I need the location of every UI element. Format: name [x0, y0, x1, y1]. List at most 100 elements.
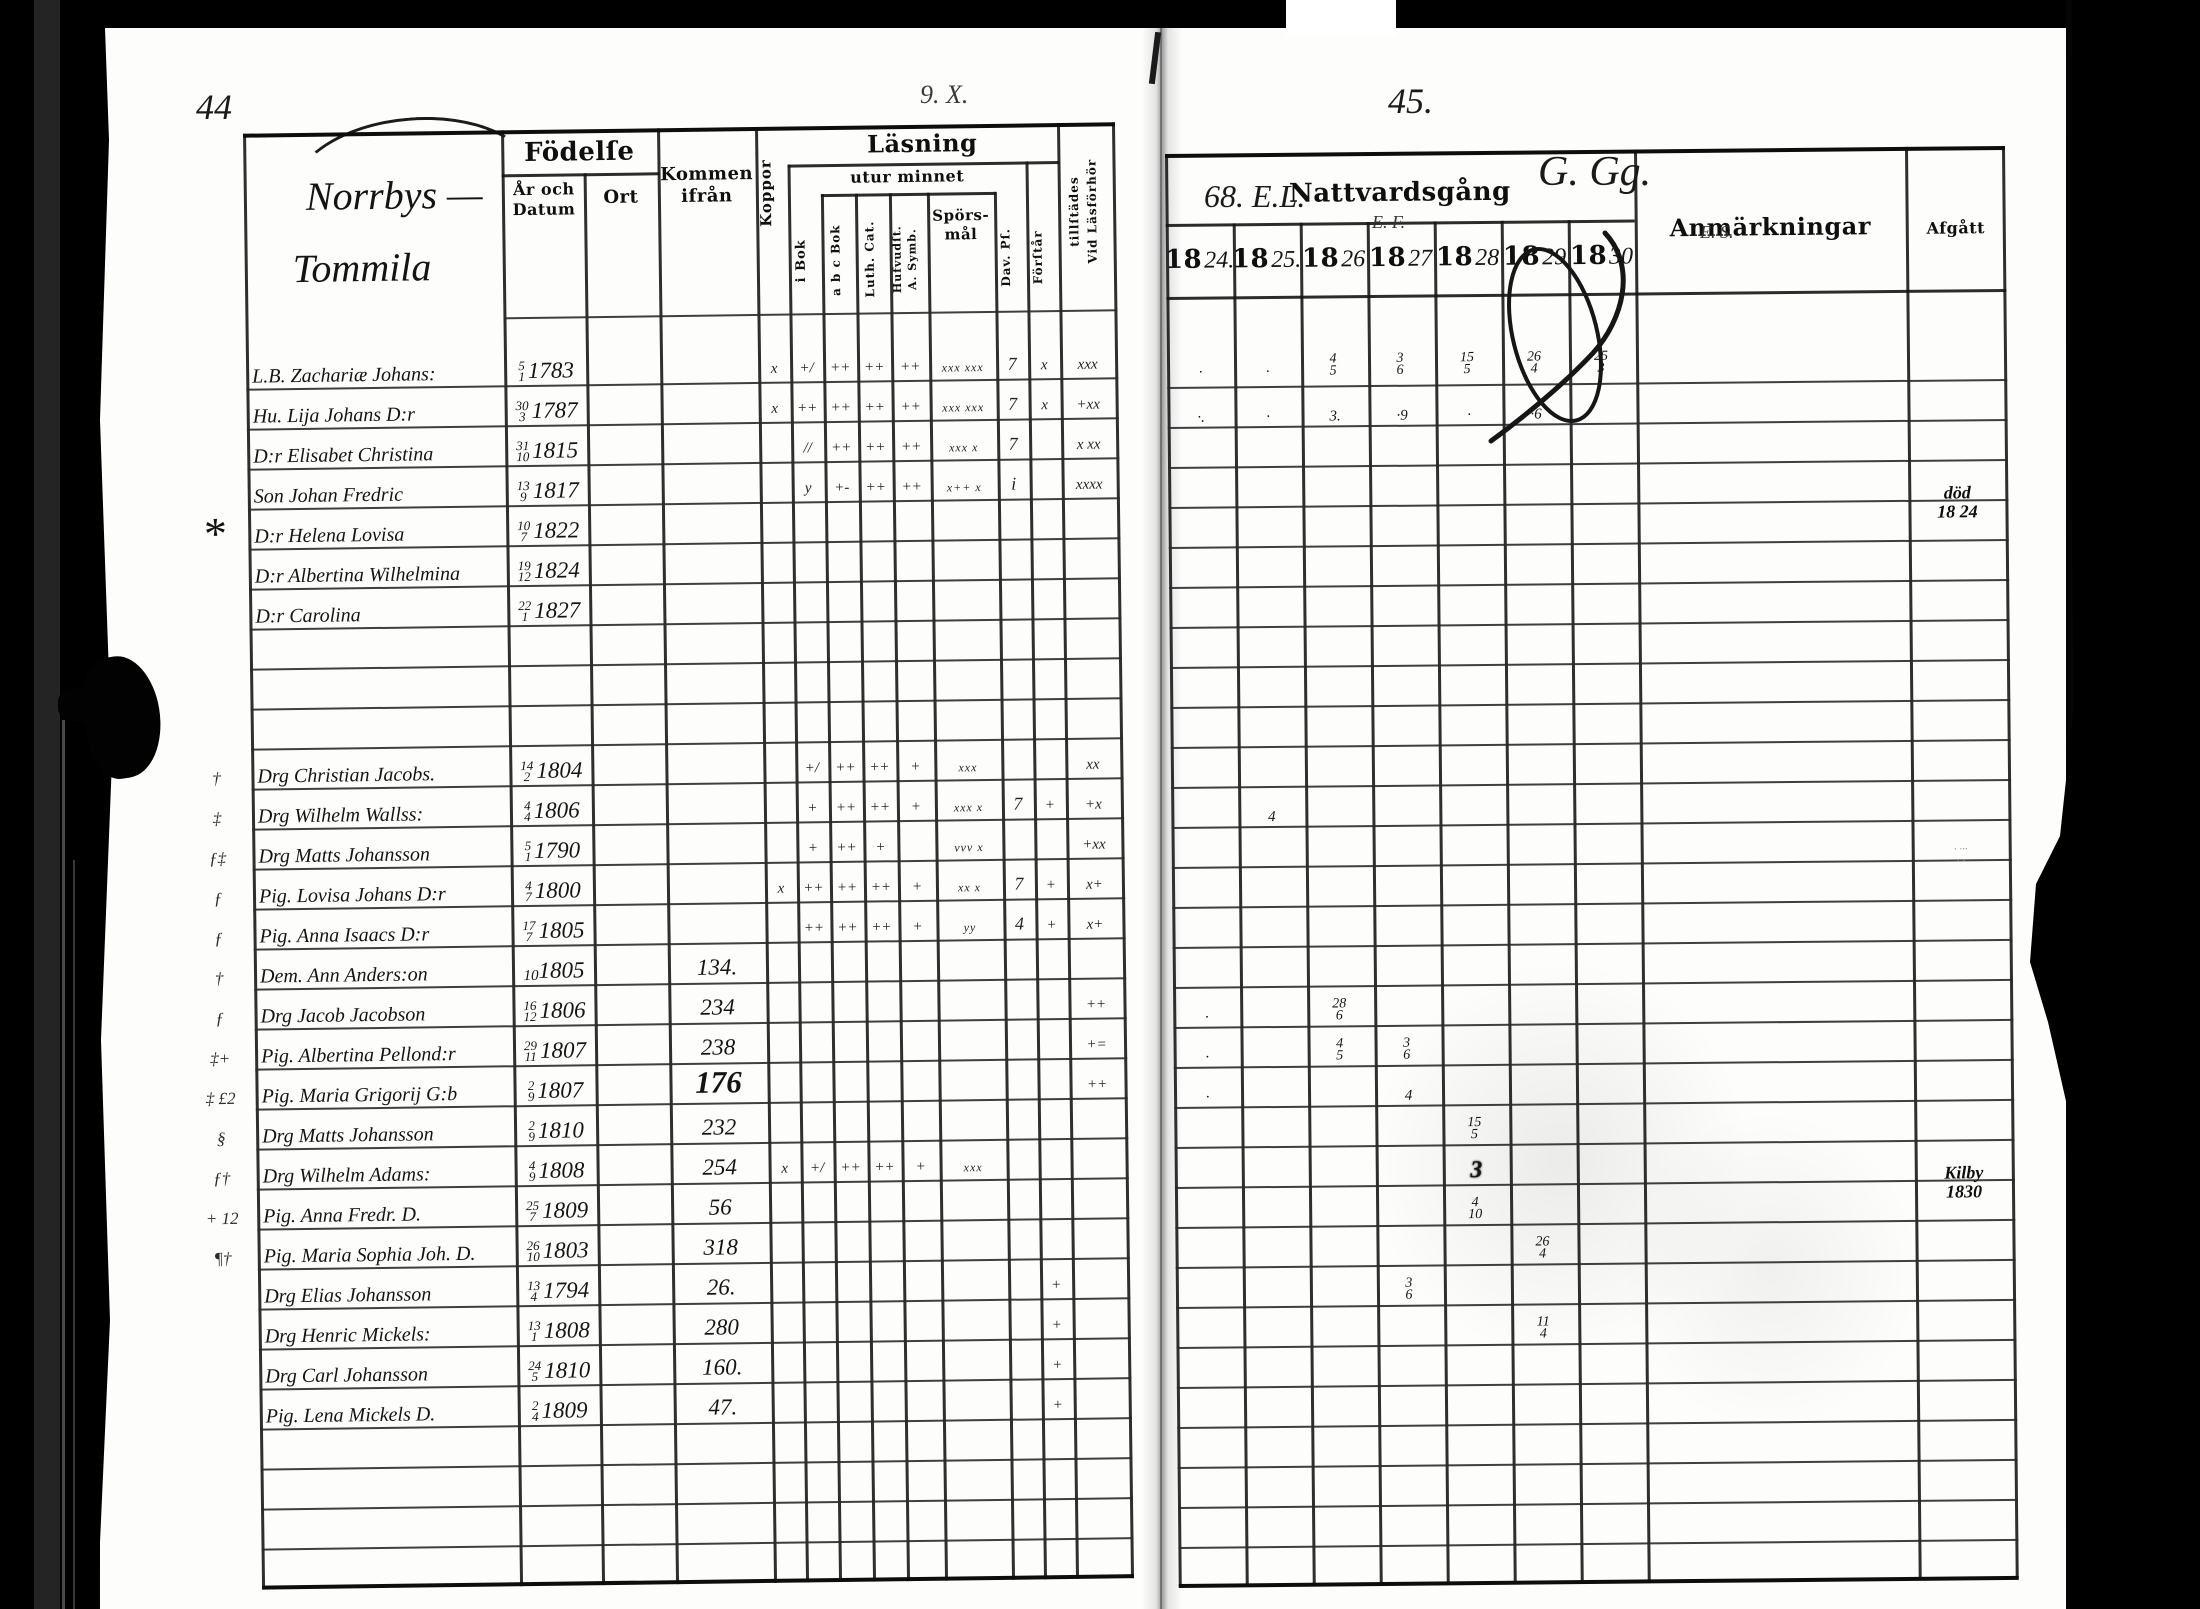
birth-date: 26 10 1803: [517, 1224, 598, 1265]
margin-mark: *: [201, 507, 226, 560]
cell-abc-bok-mark: ++: [823, 341, 858, 381]
cell-forstar-mark: +: [1034, 778, 1067, 818]
koppor-mark: x: [777, 880, 785, 897]
row-rule: [1178, 1538, 2019, 1549]
birth-day-fraction: 24 5: [528, 1357, 542, 1385]
cell-luth-cat-mark: ++: [857, 380, 892, 420]
communion-cell: ·9: [1396, 407, 1408, 424]
birth-year: 1808: [543, 1317, 590, 1343]
birth-date: 5 1 1783: [506, 344, 587, 385]
col-header-tillstades: tillſtädes: [1066, 176, 1082, 248]
forstar-mark: +: [1046, 917, 1057, 934]
a-symb-mark: +: [910, 758, 921, 776]
scanner-edge-line: [62, 720, 65, 1609]
cell-dav-ps-mark: 7: [1002, 778, 1035, 818]
person-name: D:r Albertina Wilhelmina: [254, 562, 461, 588]
cell-i-bok-mark: +/: [800, 1141, 834, 1181]
birth-day-fraction: 13 1: [527, 1317, 541, 1345]
col-header-sporsmal-1: Spörs-: [932, 205, 990, 225]
person-name: D:r Carolina: [255, 604, 361, 628]
cell-a-symb-mark: +: [901, 1140, 940, 1180]
row-rule: [1176, 1378, 2017, 1389]
forstar-mark: x: [1041, 397, 1049, 414]
birth-year: 1783: [527, 357, 575, 383]
dav-ps-mark: 7: [1007, 353, 1017, 374]
forstar-mark: +: [1052, 1357, 1063, 1374]
col-header-utur-minnet: utur minnet: [850, 166, 965, 187]
birth-year: 1809: [541, 1397, 588, 1423]
dav-ps-mark: 7: [1008, 393, 1018, 414]
birth-year: 1809: [541, 1197, 589, 1223]
pen-flourish: [1488, 230, 1626, 444]
luth-cat-mark: ++: [865, 479, 886, 496]
kommen-ifran-number: 134.: [670, 942, 765, 983]
vid-lasforhor-mark: +x: [1084, 796, 1102, 813]
communion-date-fraction: 4 10: [1468, 1195, 1483, 1223]
communion-cell: ·: [1266, 409, 1271, 426]
person-name: Pig. Lovisa Johans D:r: [258, 883, 446, 908]
birth-year: 1824: [533, 557, 580, 583]
row-rule: [1172, 938, 2013, 949]
binding-clip-blob: [58, 688, 102, 722]
a-symb-mark: ++: [900, 398, 921, 416]
cell-sporsmal-mark: xxx: [939, 1139, 1007, 1180]
col-header-hufvudst: Hufvudſt.: [890, 225, 905, 294]
sporsmal-mark: yy: [963, 920, 977, 935]
scanner-edge-strip: [34, 0, 60, 1609]
birth-day-fraction: 10 7: [517, 517, 531, 545]
afgatt-note: död 18 24: [1937, 482, 1978, 522]
birth-year: 1805: [538, 957, 585, 983]
cell-koppor-mark: x: [758, 382, 791, 422]
row-rule: [1174, 1138, 2015, 1149]
cell-sporsmal-mark: xxx xxx: [929, 379, 997, 420]
birth-date: 13 9 1817: [507, 464, 588, 505]
person-name: Drg Jacob Jacobson: [260, 1003, 426, 1028]
cell-sporsmal-mark: xxx x: [935, 779, 1003, 820]
kommen-value: 318: [703, 1234, 739, 1260]
i-bok-mark: ++: [796, 400, 818, 417]
sporsmal-mark: xxx x: [953, 800, 984, 815]
communion-cell: ·: [1205, 1049, 1210, 1066]
vid-lasforhor-mark: xxxx: [1075, 476, 1103, 493]
person-name: Pig. Lena Mickels D.: [265, 1403, 436, 1428]
vid-lasforhor-mark: x xx: [1076, 436, 1101, 453]
person-name: Pig. Albertina Pellond:r: [260, 1043, 456, 1068]
cell-i-bok-mark: ++: [797, 901, 831, 941]
person-name: Drg Christian Jacobs.: [257, 763, 436, 788]
birth-year: 1822: [533, 517, 580, 543]
kommen-value: 134.: [696, 954, 738, 980]
sporsmal-mark: xxx x: [948, 440, 979, 455]
person-name: Pig. Maria Sophia Joh. D.: [263, 1242, 476, 1268]
birth-day-fraction: 16 12: [523, 997, 537, 1025]
birth-date: 22 1 1827: [509, 584, 590, 625]
cell-vid-lasforhor-mark: xxxx: [1061, 457, 1117, 498]
year-header-1826: 18 26: [1300, 228, 1368, 291]
vid-lasforhor-mark: ++: [1085, 996, 1107, 1013]
abc-bok-mark: ++: [840, 1159, 861, 1176]
kommen-ifran-number: 232: [672, 1102, 767, 1143]
cell-a-symb-mark: ++: [892, 460, 931, 500]
kommen-value: 280: [704, 1314, 740, 1340]
a-symb-mark: +: [910, 798, 922, 816]
person-name: Drg Matts Johansson: [258, 843, 431, 868]
birth-year: 1805: [538, 917, 585, 943]
vid-lasforhor-mark: +xx: [1082, 836, 1106, 853]
cell-abc-bok-mark: ++: [829, 781, 864, 821]
communion-cell: 3.: [1329, 408, 1341, 425]
sporsmal-mark: xxx xxx: [942, 400, 985, 415]
birth-year: 1790: [534, 837, 581, 863]
cell-luth-cat-mark: ++: [864, 860, 899, 900]
person-name: Son Johan Fredric: [253, 483, 404, 508]
col-header-anmarkningar: Anmärkningar: [1669, 211, 1872, 243]
person-name: Drg Matts Johansson: [262, 1123, 434, 1148]
cell-luth-cat-mark: ++: [858, 460, 893, 500]
person-name: D:r Helena Lovisa: [254, 523, 405, 548]
birth-year: 1806: [539, 997, 586, 1023]
header-scribble-es: E. S.: [1700, 222, 1734, 242]
col-header-lasning: Läsning: [866, 128, 978, 159]
abc-bok-mark: ++: [830, 439, 852, 457]
i-bok-mark: +: [807, 840, 819, 857]
person-name: Drg Wilhelm Adams:: [262, 1163, 431, 1188]
